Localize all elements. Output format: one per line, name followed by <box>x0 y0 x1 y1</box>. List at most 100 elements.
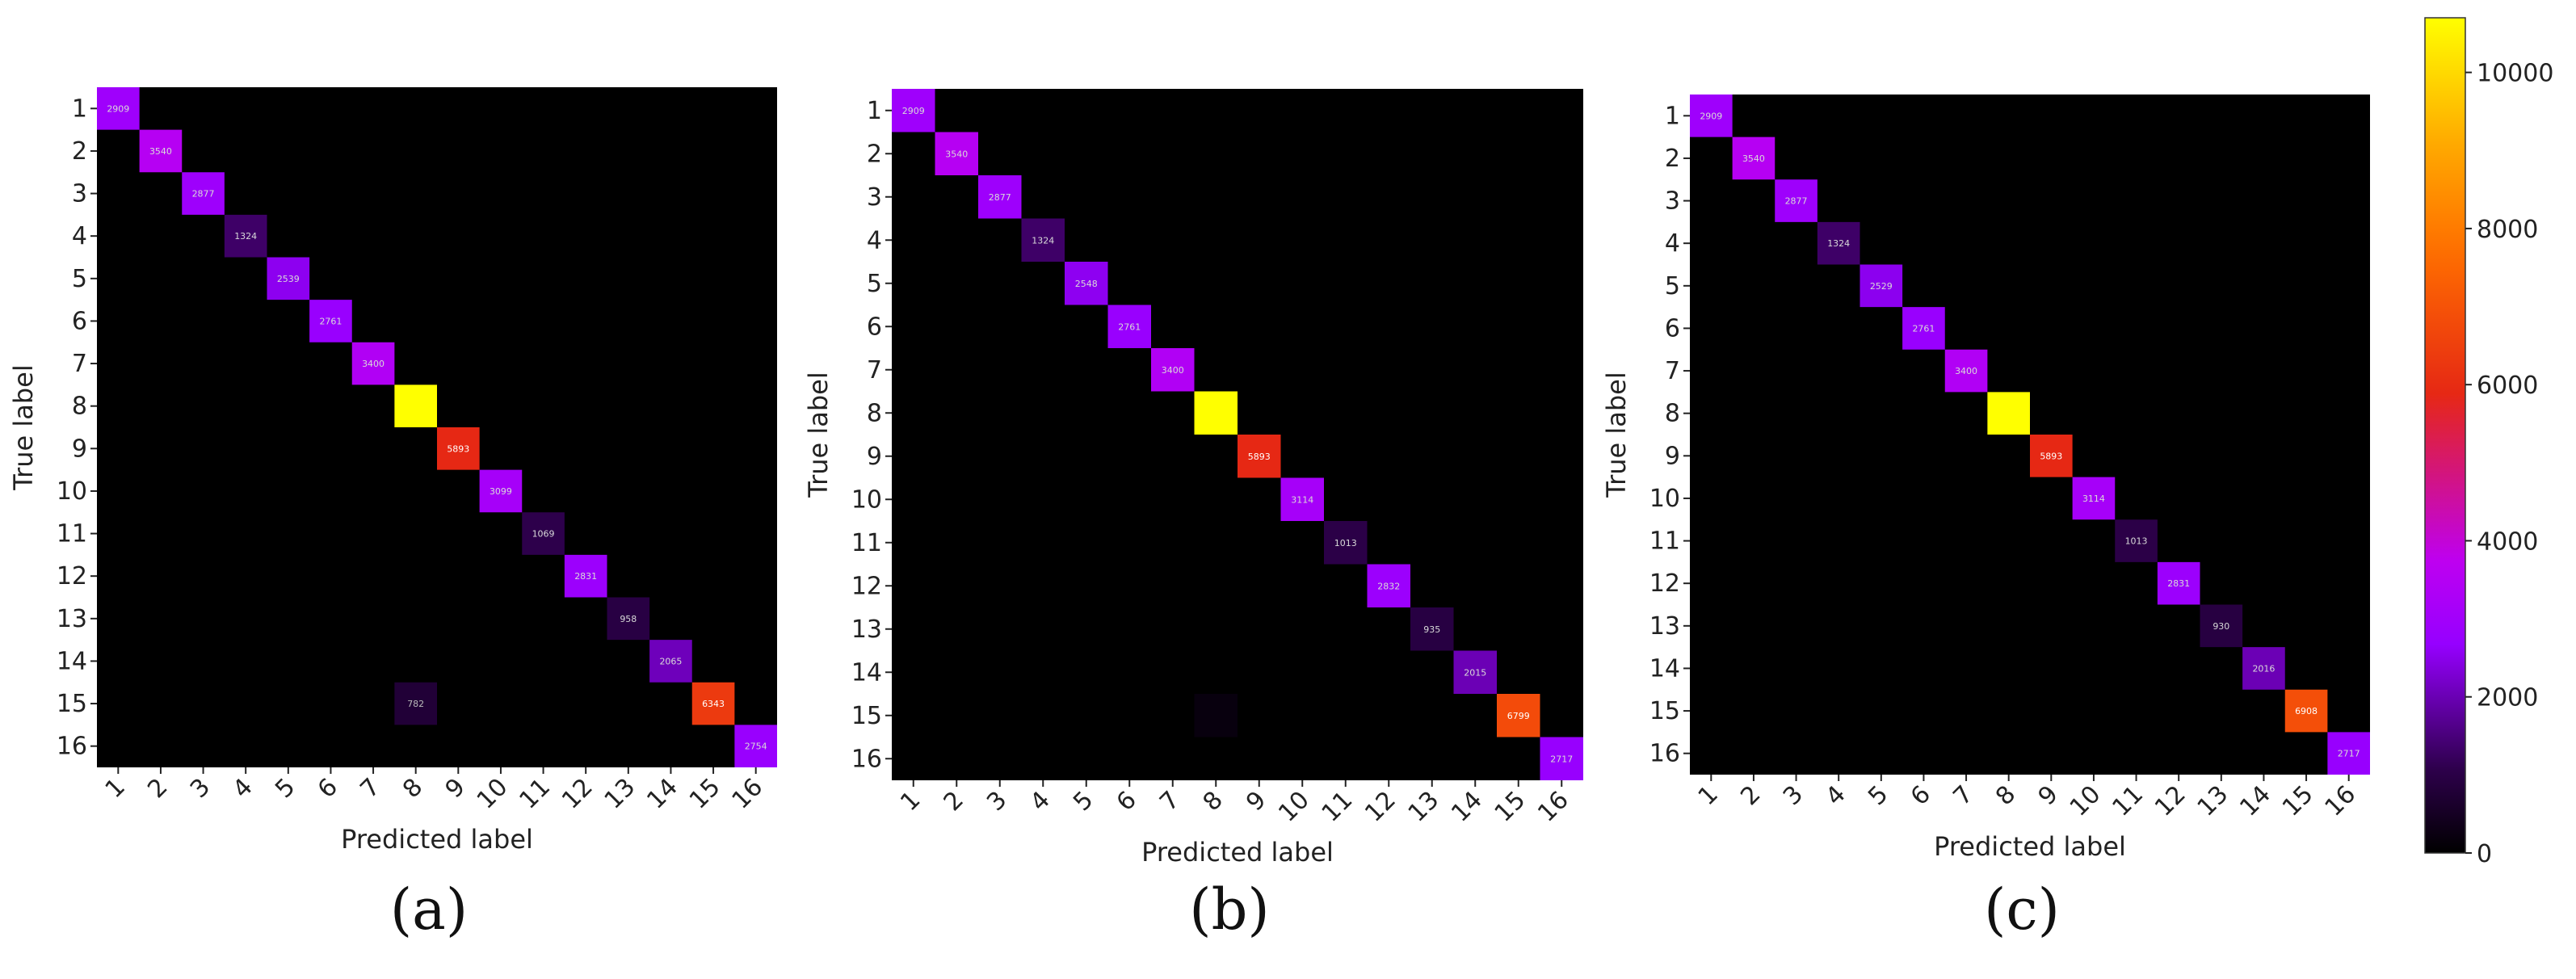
colorbar-tick-label: 4000 <box>2477 527 2538 556</box>
y-tick-label: 5 <box>72 265 87 293</box>
y-tick-label: 5 <box>1665 272 1680 300</box>
heatmap-cell-1-1 <box>1690 95 1733 137</box>
x-tick-label: 5 <box>270 773 300 804</box>
cell-value-label: 1324 <box>234 231 257 242</box>
heatmap-cell-7-7 <box>1151 348 1195 392</box>
heatmap-cell-13-13 <box>2200 604 2243 648</box>
y-tick-label: 12 <box>1649 569 1680 598</box>
x-tick-label: 5 <box>1863 780 1893 811</box>
x-tick-label: 6 <box>1112 786 1142 817</box>
x-tick-label: 15 <box>684 773 726 815</box>
y-tick-label: 11 <box>1649 527 1680 556</box>
y-tick-label: 3 <box>1665 187 1680 216</box>
panel-caption: (c) <box>1984 876 2060 943</box>
x-tick-label: 5 <box>1068 786 1099 817</box>
cell-value-label: 6799 <box>1507 711 1530 721</box>
cell-value-label: 2877 <box>192 189 215 200</box>
x-tick-label: 8 <box>1198 786 1229 817</box>
heatmap-cell-3-3 <box>1775 179 1817 222</box>
y-tick-label: 13 <box>851 616 882 644</box>
cell-value-label: 3400 <box>1955 366 1977 376</box>
heatmap-cell-4-4 <box>1021 218 1065 262</box>
y-tick-label: 6 <box>72 307 87 335</box>
heatmap-cell-13-13 <box>1410 607 1454 651</box>
heatmap-cell-4-4 <box>224 214 267 258</box>
x-tick-label: 12 <box>2149 780 2191 822</box>
heatmap-cell-12-12 <box>2157 561 2200 605</box>
x-tick-label: 9 <box>440 773 471 804</box>
heatmap-cell-15-15 <box>2284 689 2328 733</box>
cell-value-label: 5893 <box>1248 452 1271 462</box>
x-tick-label: 6 <box>1906 780 1936 811</box>
x-tick-label: 8 <box>1990 780 2021 811</box>
cell-value-label: 2761 <box>1118 321 1141 332</box>
heatmap-cell-5-5 <box>1065 262 1108 305</box>
y-tick-label: 7 <box>867 356 882 384</box>
y-tick-label: 8 <box>1665 400 1680 428</box>
y-tick-label: 12 <box>57 562 87 590</box>
panel-caption: (b) <box>1189 876 1269 943</box>
x-tick-label: 4 <box>228 773 258 804</box>
heatmap-cell-6-6 <box>309 300 352 342</box>
y-tick-label: 11 <box>57 520 87 548</box>
heatmap-cell-16-16 <box>2327 732 2370 775</box>
cell-value-label: 2754 <box>745 742 767 752</box>
heatmap-cell-15-15 <box>691 682 735 725</box>
x-tick-label: 14 <box>1446 786 1488 828</box>
y-tick-label: 2 <box>867 140 882 168</box>
x-tick-label: 8 <box>397 773 428 804</box>
x-axis-label: Predicted label <box>1934 831 2126 862</box>
cell-value-label: 6908 <box>2295 706 2318 716</box>
heatmap-cell-2-2 <box>139 129 183 173</box>
heatmap-cell-4-4 <box>1817 221 1860 265</box>
cell-value-label: 958 <box>620 614 637 624</box>
x-tick-label: 2 <box>939 786 969 817</box>
cell-value-label: 3114 <box>1291 494 1313 505</box>
heatmap-panel-1: 2909354028771324253927613400589330991069… <box>8 87 777 943</box>
heatmap-cell-9-9 <box>1238 435 1281 478</box>
y-tick-label: 4 <box>1665 229 1680 258</box>
x-tick-label: 13 <box>1403 786 1445 828</box>
y-tick-label: 3 <box>867 183 882 212</box>
y-tick-label: 4 <box>72 222 87 250</box>
x-tick-label: 6 <box>313 773 343 804</box>
x-tick-label: 1 <box>895 786 926 817</box>
cell-value-label: 1324 <box>1032 235 1054 246</box>
heatmap-cell-11-11 <box>1324 521 1368 565</box>
heatmap-cell-11-11 <box>2115 519 2158 562</box>
cell-value-label: 6343 <box>702 699 725 709</box>
cell-value-label: 3114 <box>2082 494 2105 504</box>
y-tick-label: 9 <box>72 435 87 463</box>
heatmap-cell-11-11 <box>522 512 565 555</box>
cell-value-label: 2877 <box>1785 196 1808 207</box>
cell-value-label: 3400 <box>362 359 385 369</box>
y-tick-label: 11 <box>851 529 882 557</box>
y-tick-label: 14 <box>1649 654 1680 683</box>
heatmap-cell-14-14 <box>1453 650 1497 694</box>
y-tick-label: 14 <box>57 647 87 675</box>
y-tick-label: 9 <box>1665 442 1680 470</box>
heatmap-cell-2-2 <box>935 132 978 175</box>
x-tick-label: 1 <box>100 773 131 804</box>
x-tick-label: 11 <box>514 773 556 815</box>
heatmap-cell-5-5 <box>267 257 310 300</box>
cell-value-label: 2761 <box>1912 323 1935 334</box>
colorbar-tick-label: 6000 <box>2477 372 2538 400</box>
heatmap-cell-5-5 <box>1860 264 1903 308</box>
heatmap-cell-3-3 <box>182 172 225 215</box>
colorbar-tick-label: 8000 <box>2477 216 2538 244</box>
y-tick-label: 5 <box>867 270 882 298</box>
heatmap-cell-15-8 <box>1194 694 1238 737</box>
x-tick-label: 7 <box>355 773 385 804</box>
x-tick-label: 3 <box>981 786 1012 817</box>
cell-value-label: 930 <box>2213 621 2229 632</box>
y-axis-label: True label <box>1601 372 1632 498</box>
cell-value-label: 5893 <box>447 443 469 454</box>
cell-value-label: 2539 <box>277 274 300 284</box>
heatmap-cell-10-10 <box>479 469 523 513</box>
y-tick-label: 15 <box>57 690 87 718</box>
colorbar: 0 2000 4000 6000 8000 10000 <box>2424 17 2553 868</box>
y-tick-label: 15 <box>1649 697 1680 725</box>
x-tick-label: 10 <box>472 773 514 815</box>
